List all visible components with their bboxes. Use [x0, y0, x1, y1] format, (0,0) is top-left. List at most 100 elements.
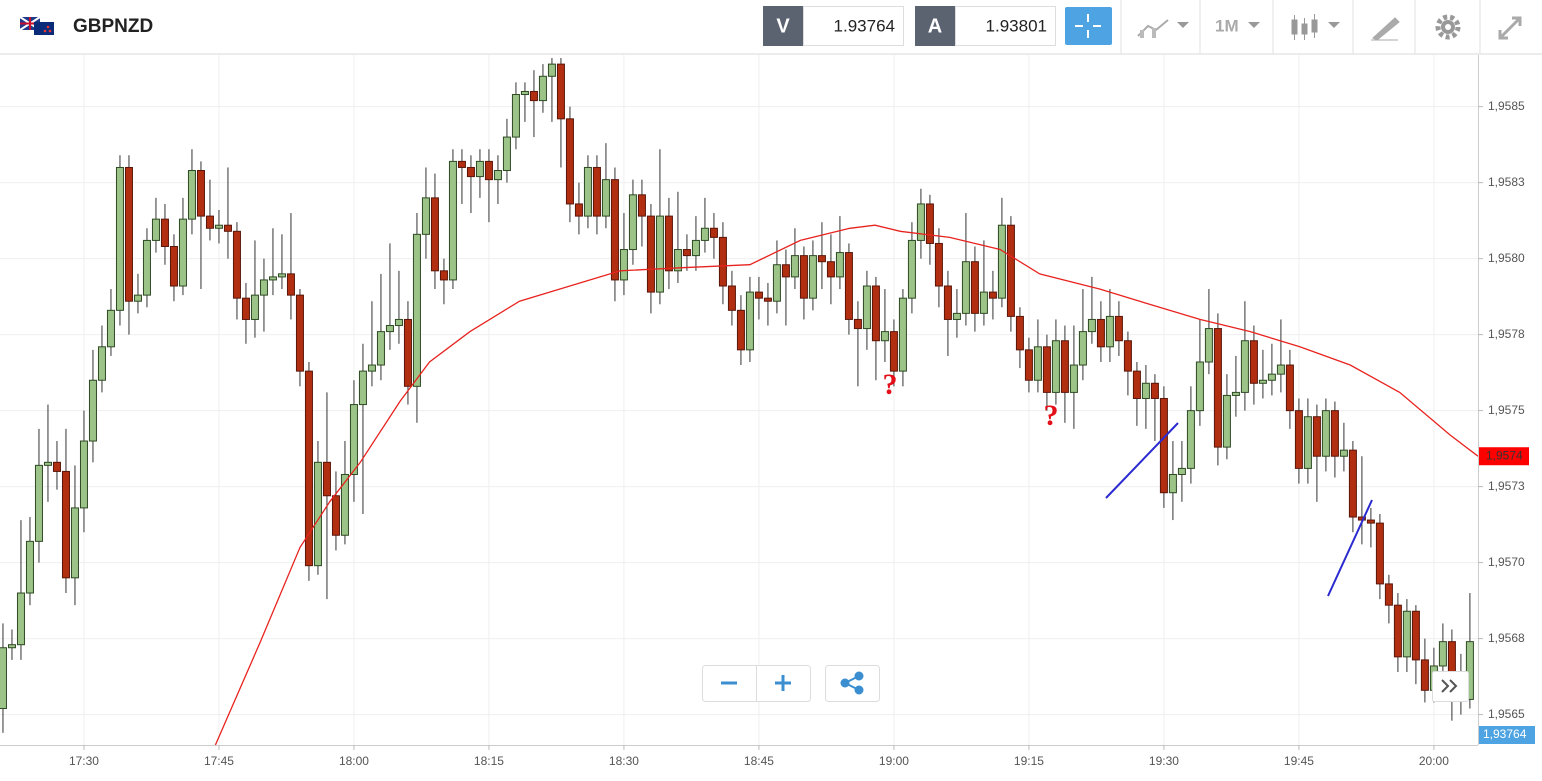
candle-body [673, 249, 682, 272]
candle-body [556, 63, 565, 120]
candle [484, 149, 493, 223]
candle-body [1402, 610, 1411, 658]
candle [547, 58, 556, 122]
candle [889, 319, 898, 387]
candle-body [268, 276, 277, 281]
candle [1348, 441, 1357, 533]
candle [1339, 422, 1348, 472]
share-button[interactable] [840, 671, 864, 695]
fullscreen-button[interactable] [1498, 16, 1522, 40]
candle-body [169, 245, 178, 287]
x-tick-label: 17:30 [69, 754, 99, 768]
candle-body [205, 215, 214, 229]
x-tick-label: 17:45 [204, 754, 234, 768]
zoom-in-button[interactable] [775, 675, 791, 691]
candle [1312, 404, 1321, 502]
timeframe[interactable]: 1M [1215, 16, 1239, 35]
candle-body [1231, 391, 1240, 396]
candle-body [466, 166, 475, 178]
candle-body [340, 473, 349, 536]
candle-body [511, 94, 520, 138]
candle-body [1033, 346, 1042, 381]
candle-body [592, 166, 601, 217]
scroll-end-button[interactable] [1441, 679, 1458, 693]
candle [214, 210, 223, 244]
candle-body [835, 252, 844, 278]
settings-button[interactable] [1435, 14, 1461, 40]
candle-body [403, 318, 412, 387]
candle-body [1024, 349, 1033, 381]
candle [871, 276, 880, 381]
candle-body [709, 227, 718, 238]
candle [430, 173, 439, 290]
buy-button[interactable] [915, 6, 955, 46]
candle [835, 216, 844, 290]
bid-price-label: 1,93764 [1483, 727, 1527, 741]
candle [115, 155, 124, 326]
candle-body [682, 249, 691, 257]
bid-price-badge [1479, 726, 1535, 744]
candle [1411, 605, 1420, 685]
candle [619, 213, 628, 296]
candle-body [700, 227, 709, 241]
candle [358, 343, 367, 514]
candle [1078, 289, 1087, 381]
candle-body [664, 215, 673, 272]
candle-body [1132, 370, 1141, 399]
candle [574, 182, 583, 235]
candle [664, 197, 673, 290]
crosshair-button[interactable] [1065, 7, 1112, 45]
candle-body [1276, 364, 1285, 375]
candle [1240, 301, 1249, 411]
candle [790, 228, 799, 290]
candle [538, 64, 547, 113]
candle [817, 222, 826, 290]
candle-body [475, 160, 484, 178]
candle-body [1339, 449, 1348, 457]
candle-body [610, 179, 619, 281]
buy-price-box[interactable] [955, 6, 1056, 46]
candle [1303, 398, 1312, 484]
y-tick-label: 1,9580 [1488, 251, 1525, 265]
candle [1033, 319, 1042, 393]
sell-button[interactable] [763, 6, 803, 46]
candle-body [223, 224, 232, 232]
candle-body [1312, 416, 1321, 457]
candle [979, 240, 988, 326]
candle [1024, 337, 1033, 393]
candle [1285, 349, 1294, 429]
candle-body [187, 170, 196, 220]
candle-body [808, 255, 817, 299]
chart-type-button[interactable] [1137, 19, 1189, 38]
candle-body [781, 264, 790, 278]
candle [1123, 331, 1132, 396]
candle [169, 234, 178, 302]
candle [1294, 398, 1303, 484]
header: GBPNZD V 1.93764 A 1.93801 1M [0, 0, 1542, 55]
candle [97, 325, 106, 393]
candle [1384, 574, 1393, 624]
candle-body [799, 255, 808, 299]
candle [1204, 289, 1213, 375]
candle-body [43, 461, 52, 466]
candle-body [1294, 410, 1303, 469]
candle [736, 295, 745, 366]
candle-style-button[interactable] [1291, 14, 1340, 40]
draw-button[interactable] [1371, 17, 1400, 41]
candle [259, 258, 268, 332]
candle-body [961, 261, 970, 314]
candle-body [601, 179, 610, 217]
candle [565, 106, 574, 223]
candle [1465, 593, 1474, 709]
candle-body [25, 540, 34, 594]
sell-price-box[interactable] [803, 6, 904, 46]
ma-price-label: 1,9574 [1486, 448, 1523, 462]
candle [7, 629, 16, 660]
candle [241, 282, 250, 344]
candle-body [934, 242, 943, 287]
candle-body [736, 309, 745, 351]
candle-body [61, 470, 70, 579]
axis-labels: 1,9565 1,9568 1,9570 1,9573 1,9575 1,9578 1,95… [69, 99, 1535, 768]
candle [295, 289, 304, 387]
candle-body [1411, 610, 1420, 661]
